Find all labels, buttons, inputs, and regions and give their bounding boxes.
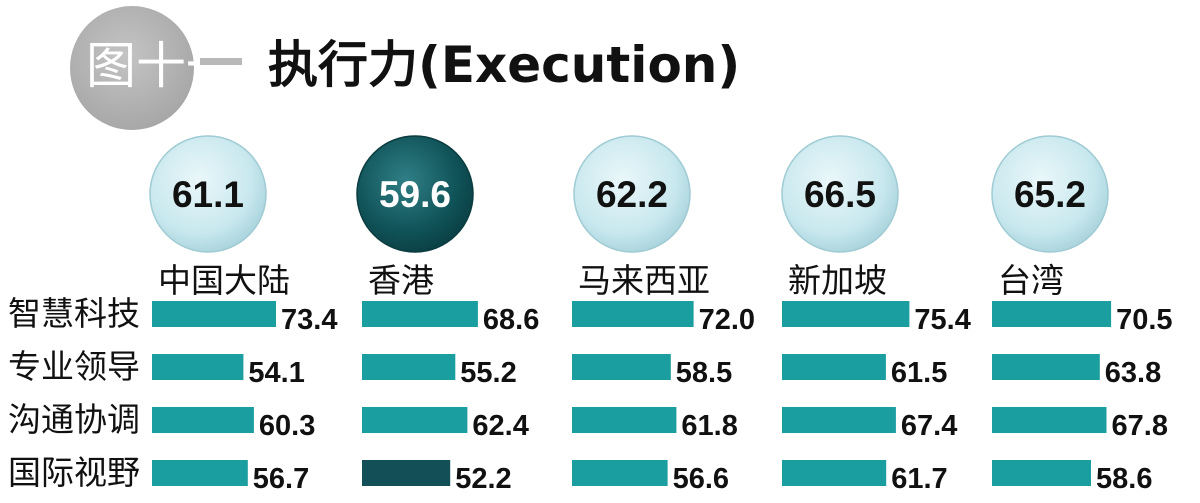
figure-number-line	[200, 58, 242, 65]
bar	[362, 354, 456, 380]
overall-score-value: 59.6	[379, 174, 451, 215]
bar-value-label: 73.4	[281, 304, 337, 336]
category-label: 国际视野	[8, 453, 140, 492]
bar-value-label: 60.3	[259, 410, 315, 442]
bar-value-label: 67.4	[901, 410, 957, 442]
bar-value-label: 75.4	[914, 304, 970, 336]
bar-value-label: 70.5	[1116, 304, 1172, 336]
figure-number-label: 图十一	[86, 37, 236, 95]
overall-score-value: 61.1	[172, 174, 244, 215]
bar	[572, 301, 694, 327]
bar	[152, 301, 276, 327]
category-label: 智慧科技	[8, 294, 140, 333]
bar	[782, 460, 887, 486]
bar	[782, 301, 910, 327]
overall-score-bubble	[149, 135, 267, 253]
bar-value-label: 61.5	[891, 357, 947, 389]
bar-value-label: 56.7	[253, 463, 309, 495]
overall-score-value: 62.2	[596, 174, 668, 215]
overall-score-bubble	[356, 135, 474, 253]
series-label: 新加坡	[788, 261, 887, 300]
bar-value-label: 61.8	[681, 410, 737, 442]
overall-score-value: 66.5	[804, 174, 876, 215]
bar	[992, 354, 1100, 380]
bar-value-label: 58.6	[1096, 463, 1152, 495]
bar	[572, 460, 668, 486]
bar-value-label: 67.8	[1112, 410, 1168, 442]
series-label: 台湾	[998, 261, 1064, 300]
bar	[992, 460, 1091, 486]
bar	[992, 301, 1112, 327]
category-label: 沟通协调	[8, 400, 140, 439]
bar	[782, 407, 896, 433]
chart-title: 执行力(Execution)	[268, 36, 741, 94]
bar	[992, 407, 1107, 433]
bar	[362, 460, 451, 486]
overall-score-value: 65.2	[1014, 174, 1086, 215]
overall-score-bubble	[781, 135, 899, 253]
series-label: 中国大陆	[158, 261, 290, 300]
bar	[572, 354, 671, 380]
figure-number-badge	[70, 6, 194, 130]
bar-value-label: 56.6	[673, 463, 729, 495]
bar-value-label: 68.6	[483, 304, 539, 336]
bar-value-label: 61.7	[891, 463, 947, 495]
bar	[362, 407, 468, 433]
series-label: 香港	[368, 261, 434, 300]
bar-value-label: 58.5	[676, 357, 732, 389]
bar	[572, 407, 677, 433]
bar-value-label: 72.0	[699, 304, 755, 336]
category-label: 专业领导	[8, 347, 140, 386]
bar	[152, 354, 244, 380]
bar-value-label: 62.4	[472, 410, 528, 442]
bar	[152, 407, 254, 433]
bar	[782, 354, 886, 380]
bar-value-label: 63.8	[1105, 357, 1161, 389]
bar-value-label: 52.2	[455, 463, 511, 495]
bar-value-label: 55.2	[460, 357, 516, 389]
overall-score-bubble	[991, 135, 1109, 253]
series-label: 马来西亚	[578, 261, 710, 300]
bar-value-label: 54.1	[248, 357, 304, 389]
bar	[152, 460, 248, 486]
overall-score-bubble	[573, 135, 691, 253]
bar	[362, 301, 478, 327]
